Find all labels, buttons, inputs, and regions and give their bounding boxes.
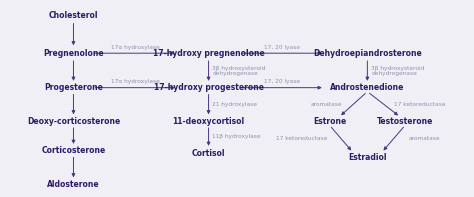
Text: 17, 20 lyase: 17, 20 lyase <box>264 79 300 84</box>
Text: 11-deoxycortisol: 11-deoxycortisol <box>173 117 245 126</box>
Text: Aldosterone: Aldosterone <box>47 180 100 189</box>
Text: Cholesterol: Cholesterol <box>49 11 98 20</box>
Text: Estradiol: Estradiol <box>348 153 387 162</box>
Text: Testosterone: Testosterone <box>377 117 433 126</box>
Text: 3β hydroxysteroid
dehydrogenase: 3β hydroxysteroid dehydrogenase <box>371 66 425 76</box>
Text: Corticosterone: Corticosterone <box>41 146 106 155</box>
Text: 17α hydroxylase: 17α hydroxylase <box>110 45 160 50</box>
Text: Progesterone: Progesterone <box>44 83 103 92</box>
Text: 3β hydroxysteroid
dehydrogenase: 3β hydroxysteroid dehydrogenase <box>212 66 266 76</box>
Text: aromatase: aromatase <box>310 102 342 107</box>
Text: 11β hydroxylase: 11β hydroxylase <box>212 134 261 139</box>
Text: 21 hydroxylase: 21 hydroxylase <box>212 102 257 107</box>
Text: Pregnenolone: Pregnenolone <box>43 49 104 58</box>
Text: Androstenedione: Androstenedione <box>330 83 404 92</box>
Text: 17 ketoreductase: 17 ketoreductase <box>394 102 446 107</box>
Text: Cortisol: Cortisol <box>192 149 225 158</box>
Text: Deoxy-corticosterone: Deoxy-corticosterone <box>27 117 120 126</box>
Text: 17α hydroxylase: 17α hydroxylase <box>110 79 160 84</box>
Text: 17-hydroxy progesterone: 17-hydroxy progesterone <box>154 83 264 92</box>
Text: 17 ketoreductase: 17 ketoreductase <box>275 136 327 141</box>
Text: Dehydroepiandrosterone: Dehydroepiandrosterone <box>313 49 422 58</box>
Text: aromatase: aromatase <box>409 136 440 141</box>
Text: 17-hydroxy pregnenolone: 17-hydroxy pregnenolone <box>153 49 264 58</box>
Text: Estrone: Estrone <box>313 117 346 126</box>
Text: 17, 20 lyase: 17, 20 lyase <box>264 45 300 50</box>
